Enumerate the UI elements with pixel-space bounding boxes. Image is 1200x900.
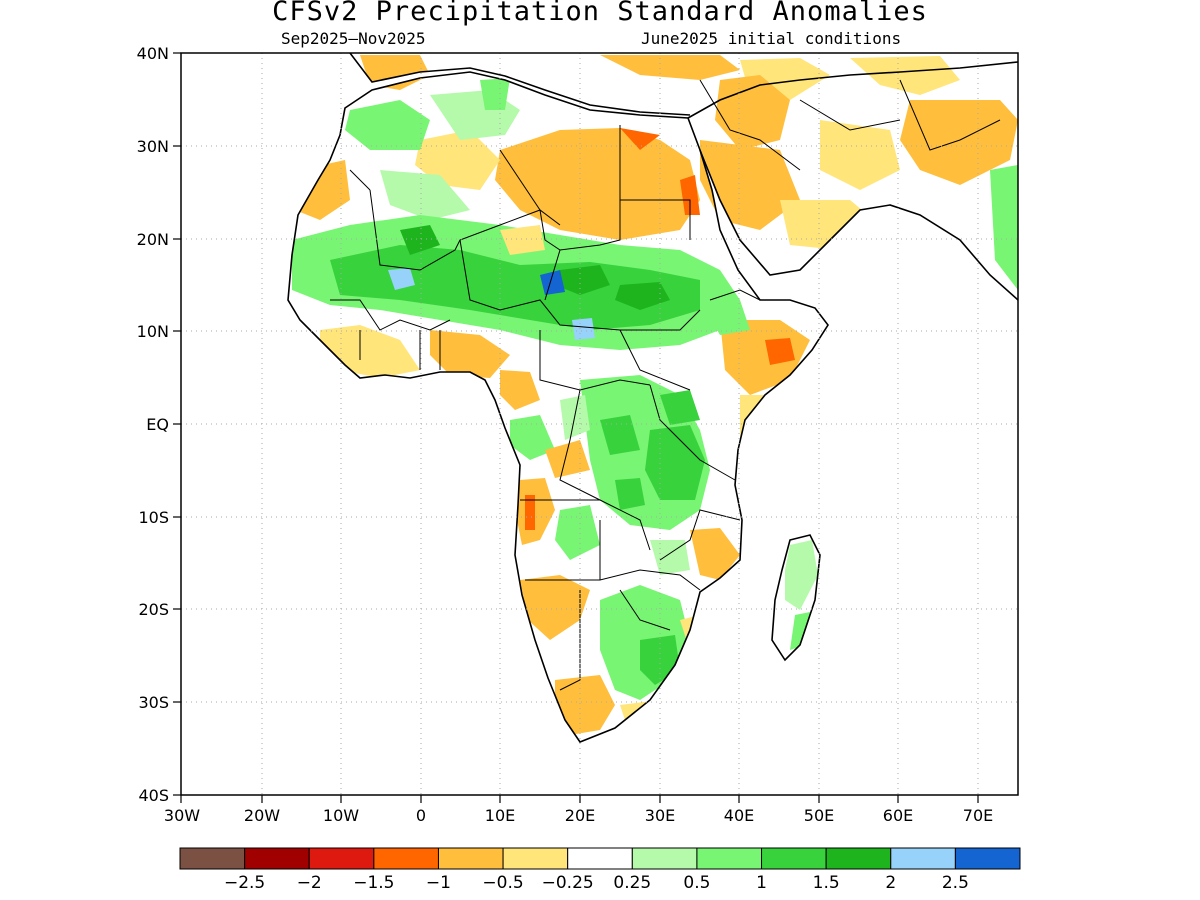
- lon-label: 10E: [485, 806, 515, 825]
- chart-title: CFSv2 Precipitation Standard Anomalies: [272, 0, 928, 27]
- lon-label: 0: [416, 806, 426, 825]
- lon-label: 60E: [883, 806, 913, 825]
- lat-label: 10S: [138, 508, 169, 527]
- colorbar-swatch: [825, 847, 892, 870]
- lat-label: 30S: [138, 693, 169, 712]
- colorbar: −2.5 −2 −1.5 −1 −0.5 −0.25 0.25 0.5 1 1.5 2 2.5: [179, 847, 1021, 893]
- colorbar-label: −1.5: [353, 873, 394, 893]
- latitude-labels: 40N 30N 20N 10N EQ 10S 20S 30S 40S: [137, 44, 169, 805]
- colorbar-swatch: [308, 847, 375, 870]
- map-grid: [181, 53, 1018, 795]
- lon-label: 40E: [724, 806, 754, 825]
- lat-label: 20S: [138, 600, 169, 619]
- lat-label: 40S: [138, 786, 169, 805]
- country-borders: [330, 79, 1001, 691]
- lat-label: 20N: [137, 230, 169, 249]
- lon-label: 10W: [323, 806, 359, 825]
- lat-label: 10N: [137, 322, 169, 341]
- colorbar-label: −2.5: [224, 873, 265, 893]
- lon-label: 20E: [565, 806, 595, 825]
- africa-coastline: [287, 53, 1018, 743]
- colorbar-swatch: [696, 847, 763, 870]
- lon-label: 30E: [645, 806, 675, 825]
- colorbar-label: 0.25: [613, 873, 651, 893]
- colorbar-label: −0.25: [542, 873, 594, 893]
- longitude-labels: 30W 20W 10W 0 10E 20E 30E 40E 50E 60E 70…: [164, 806, 993, 825]
- colorbar-swatch: [631, 847, 698, 870]
- colorbar-swatch: [437, 847, 504, 870]
- colorbar-swatch: [567, 847, 633, 870]
- lon-label: 30W: [164, 806, 200, 825]
- colorbar-swatch: [244, 847, 310, 870]
- colorbar-label: 2: [885, 873, 896, 893]
- initial-conditions: June2025 initial conditions: [641, 29, 902, 48]
- colorbar-swatch: [179, 847, 246, 870]
- lon-label: 50E: [804, 806, 834, 825]
- lat-label: 30N: [137, 137, 169, 156]
- colorbar-label: −0.5: [482, 873, 523, 893]
- colorbar-label: −2: [297, 873, 322, 893]
- lat-label: EQ: [146, 415, 169, 434]
- colorbar-label: 1: [756, 873, 767, 893]
- lat-label: 40N: [137, 44, 169, 63]
- lon-label: 70E: [963, 806, 993, 825]
- colorbar-swatch: [954, 847, 1021, 870]
- colorbar-label: 0.5: [683, 873, 710, 893]
- colorbar-label: 2.5: [942, 873, 969, 893]
- colorbar-swatch: [890, 847, 956, 870]
- colorbar-swatch: [502, 847, 569, 870]
- forecast-period: Sep2025–Nov2025: [281, 29, 426, 48]
- colorbar-label: 1.5: [813, 873, 840, 893]
- colorbar-swatch: [761, 847, 827, 870]
- colorbar-label: −1: [426, 873, 451, 893]
- lon-label: 20W: [244, 806, 280, 825]
- axis-ticks: [173, 52, 979, 803]
- colorbar-swatch: [373, 847, 439, 870]
